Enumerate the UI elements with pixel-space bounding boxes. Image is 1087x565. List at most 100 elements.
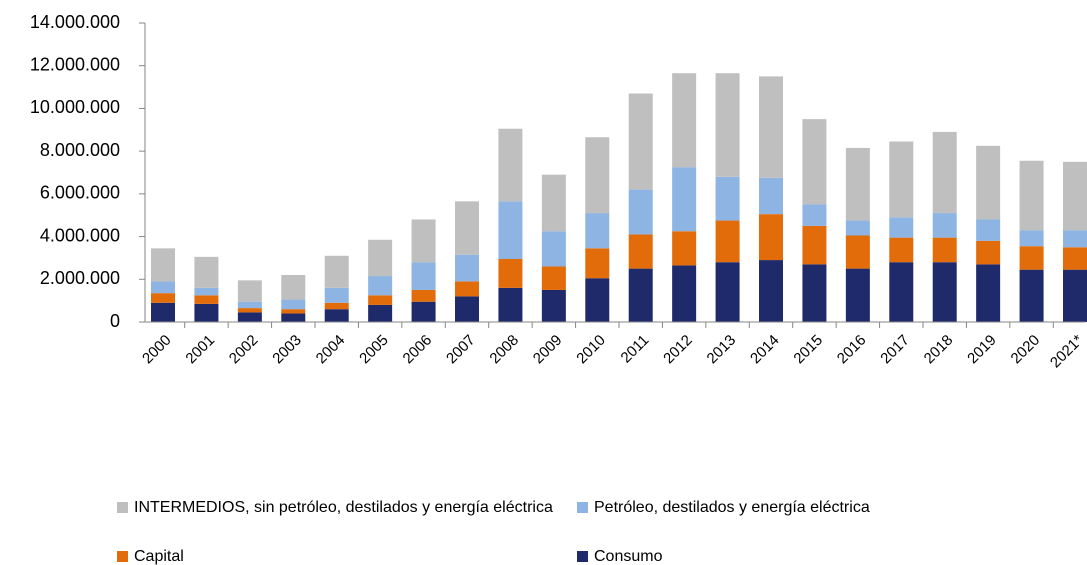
y-tick-label: 12.000.000 — [30, 54, 120, 74]
bar-segment — [151, 281, 175, 294]
bar-segment — [151, 293, 175, 303]
bar-segment — [541, 231, 566, 267]
bar-segment — [802, 264, 827, 322]
bar-segment — [368, 276, 393, 296]
bar-segment — [237, 312, 262, 322]
x-tick-label: 2016 — [834, 332, 870, 368]
bar-segment — [498, 201, 523, 259]
legend-swatch — [577, 502, 588, 513]
bar-segment — [932, 131, 957, 214]
x-tick-label: 2003 — [269, 332, 305, 368]
bar-segment — [411, 262, 436, 290]
y-tick-label: 8.000.000 — [40, 140, 120, 160]
x-tick-label: 2021* — [1047, 332, 1087, 372]
bar-segment — [151, 248, 175, 282]
x-tick-label: 2007 — [443, 332, 479, 368]
legend-label: Consumo — [594, 548, 663, 565]
bar-segment — [237, 308, 262, 313]
bar-segment — [976, 219, 1001, 241]
bar-segment — [455, 296, 479, 322]
bar-segment — [151, 302, 175, 322]
bar-segment — [194, 303, 219, 322]
x-tick-label: 2001 — [182, 332, 218, 368]
bar-segment — [324, 287, 349, 303]
bar-segment — [845, 220, 870, 236]
y-tick-label: 4.000.000 — [40, 225, 120, 245]
bar-segment — [628, 268, 653, 322]
legend-label: Petróleo, destilados y energía eléctrica — [594, 499, 870, 516]
x-tick-label: 2009 — [530, 332, 566, 368]
bar-segment — [237, 280, 262, 302]
bar-segment — [932, 262, 957, 322]
bar-segment — [368, 304, 393, 322]
x-tick-label: 2017 — [877, 332, 913, 368]
x-tick-label: 2020 — [1008, 332, 1044, 368]
bar-segment — [628, 234, 653, 269]
bar-segment — [976, 264, 1001, 322]
y-tick-label: 14.000.000 — [30, 12, 120, 32]
bar-segment — [585, 213, 610, 249]
x-tick-label: 2018 — [921, 332, 957, 368]
bar-segment — [541, 174, 566, 232]
bar-segment — [672, 231, 697, 266]
bar-segment — [324, 302, 349, 310]
x-tick-label: 2012 — [660, 332, 696, 368]
bar-segment — [411, 301, 436, 322]
x-tick-label: 2015 — [790, 332, 826, 368]
bar-segment — [759, 214, 783, 261]
bar-segment — [715, 262, 740, 322]
bar-segment — [672, 265, 697, 322]
y-tick-label: 6.000.000 — [40, 183, 120, 203]
bar-segment — [672, 73, 697, 168]
bar-segment — [455, 254, 479, 282]
bar-segment — [281, 309, 306, 314]
bar-segment — [845, 268, 870, 322]
bar-segment — [802, 225, 827, 265]
bar-segment — [194, 256, 219, 288]
x-tick-label: 2010 — [573, 332, 609, 368]
y-tick-label: 0 — [110, 311, 120, 331]
x-tick-label: 2013 — [704, 332, 740, 368]
bar-segment — [889, 237, 914, 263]
legend-swatch — [117, 551, 128, 562]
bar-segment — [368, 239, 393, 277]
bar-segment — [715, 73, 740, 177]
bar-segment — [585, 137, 610, 214]
bar-segment — [324, 255, 349, 288]
bar-segment — [976, 145, 1001, 220]
y-tick-label: 2.000.000 — [40, 268, 120, 288]
bar-segment — [541, 289, 566, 322]
legend-label: Capital — [134, 548, 184, 565]
bar-segment — [498, 287, 523, 322]
bar-segment — [1063, 269, 1087, 322]
bar-segment — [1019, 269, 1044, 322]
bar-segment — [281, 299, 306, 310]
legend-label: INTERMEDIOS, sin petróleo, destilados y … — [134, 499, 553, 516]
bar-segment — [759, 76, 783, 178]
x-tick-label: 2004 — [313, 332, 349, 368]
bar-segment — [541, 266, 566, 290]
bar-segment — [1063, 230, 1087, 248]
bar-segment — [715, 220, 740, 263]
x-tick-label: 2019 — [964, 332, 1000, 368]
bar-segment — [759, 177, 783, 215]
bar-segment — [498, 258, 523, 288]
bar-segment — [1063, 247, 1087, 270]
bar-segment — [237, 301, 262, 309]
bar-segment — [932, 237, 957, 263]
bar-segment — [1019, 160, 1044, 231]
bar-segment — [281, 313, 306, 322]
bar-segment — [845, 147, 870, 221]
bar-segment — [628, 93, 653, 190]
bar-segment — [672, 167, 697, 232]
bar-segment — [324, 309, 349, 322]
x-tick-label: 2006 — [400, 332, 436, 368]
y-tick-label: 10.000.000 — [30, 97, 120, 117]
bar-segment — [889, 141, 914, 218]
bar-segment — [455, 281, 479, 297]
bar-segment — [498, 128, 523, 202]
x-tick-label: 2011 — [618, 332, 653, 367]
bar-segment — [845, 235, 870, 269]
bar-segment — [976, 240, 1001, 265]
